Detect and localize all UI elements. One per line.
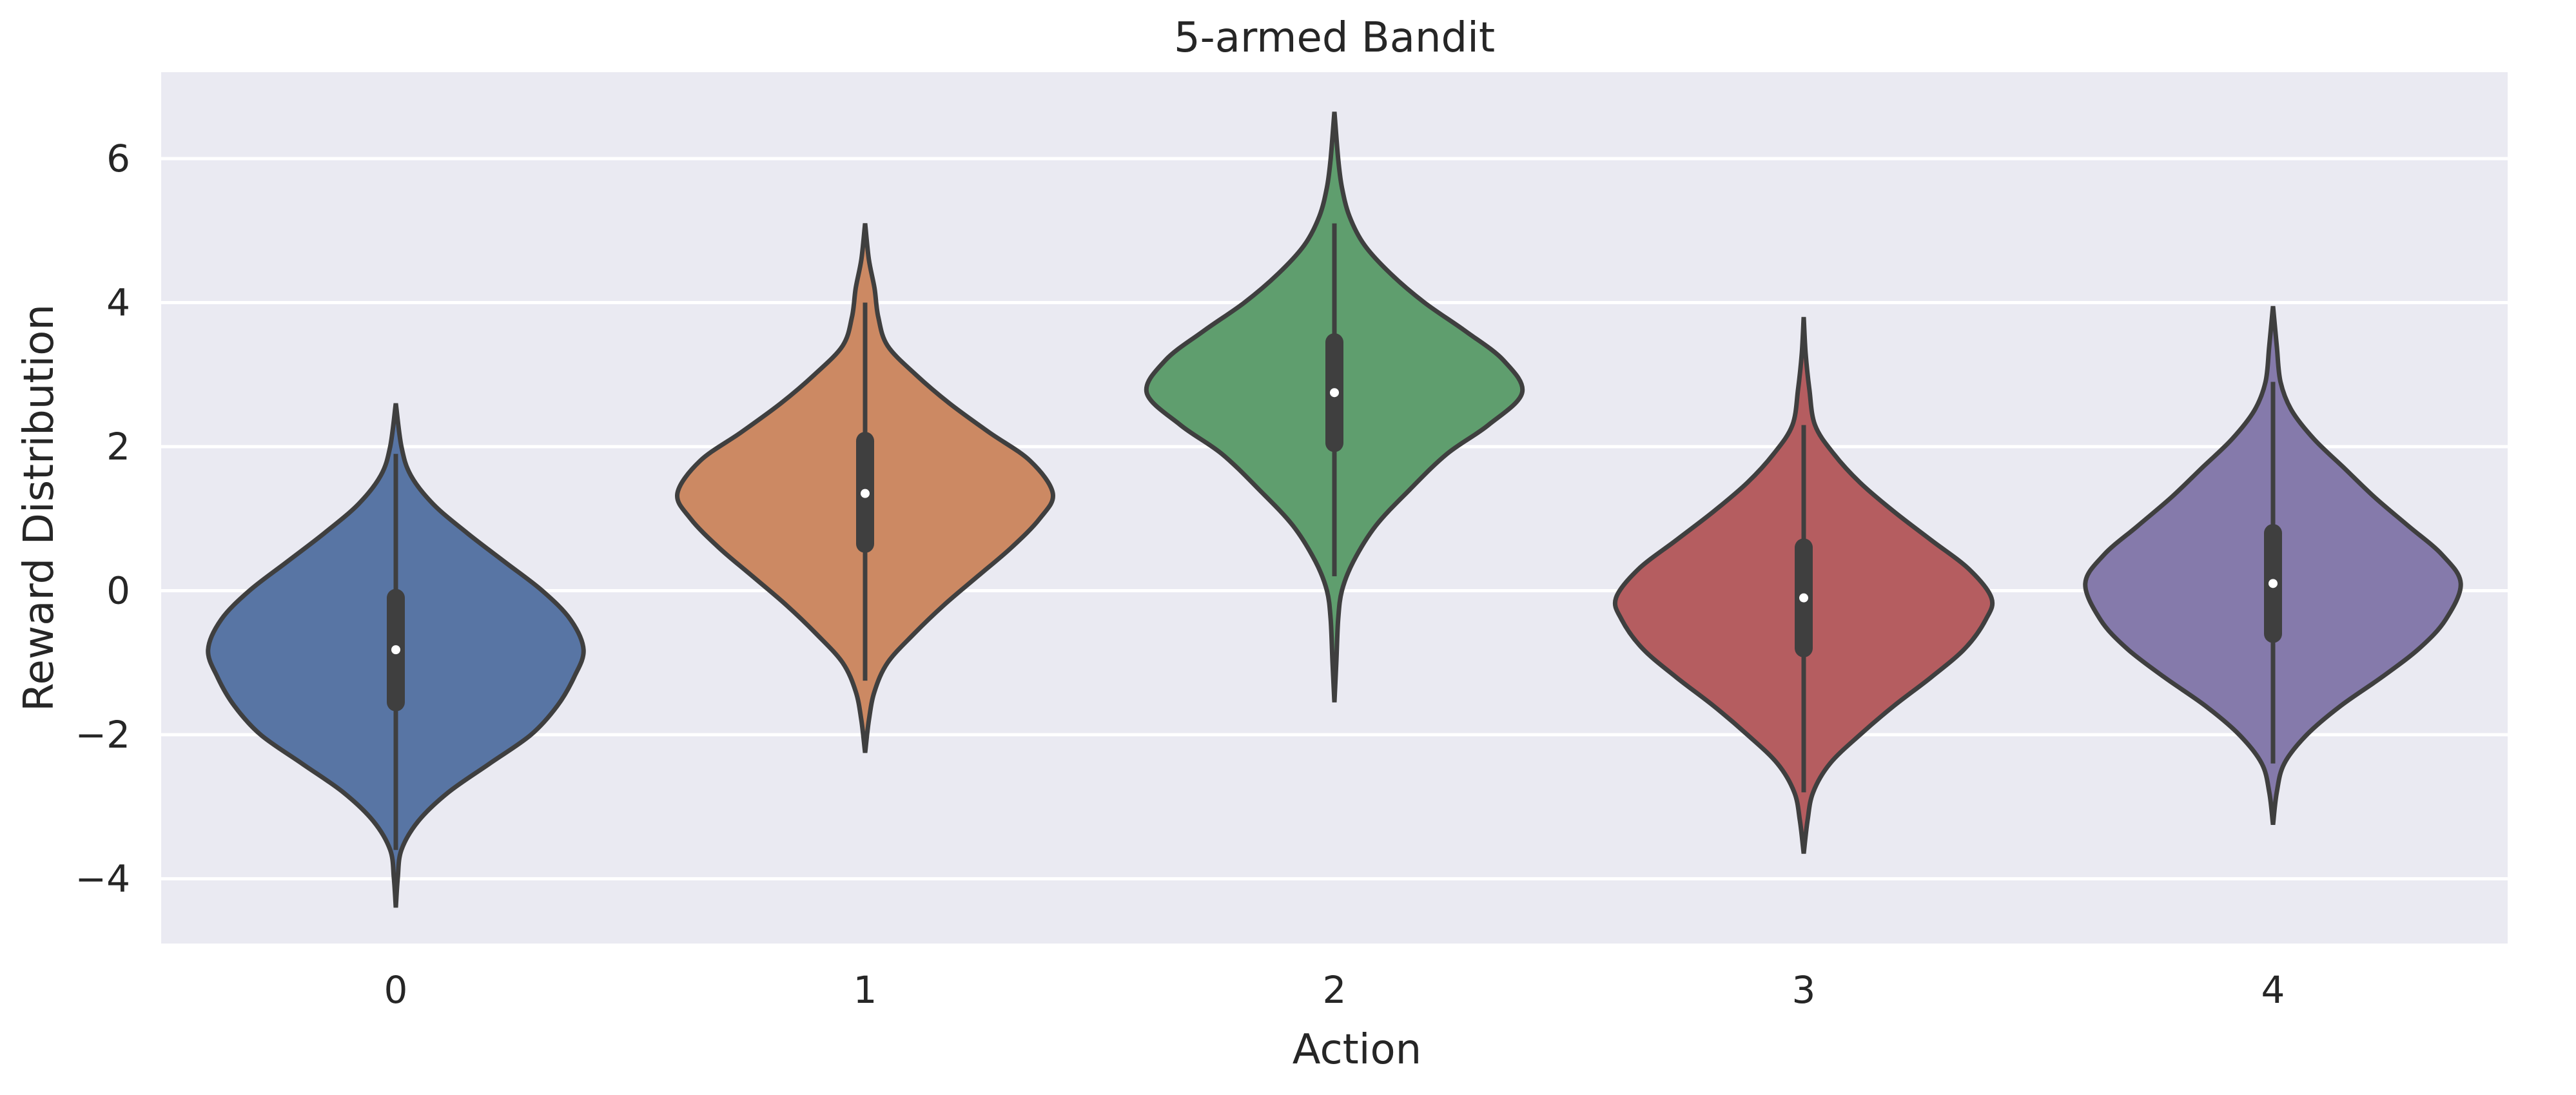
x-axis-label: Action: [1293, 1026, 1421, 1074]
x-tick-label: 3: [1792, 968, 1816, 1012]
y-tick-label: 0: [106, 568, 130, 612]
violin-median-dot: [861, 489, 870, 498]
x-tick-labels: 0 1 2 3 4: [384, 968, 2285, 1012]
chart-title: 5-armed Bandit: [1174, 14, 1495, 62]
x-tick-label: 1: [854, 968, 877, 1012]
violin-median-dot: [391, 645, 400, 655]
violin-group-3: [1612, 316, 1995, 854]
y-axis-label: Reward Distribution: [15, 304, 63, 712]
y-tick-label: 2: [106, 425, 130, 469]
violins: [206, 111, 2463, 908]
x-tick-label: 2: [1323, 968, 1347, 1012]
y-tick-label: −4: [75, 857, 131, 900]
y-tick-label: 4: [106, 281, 130, 325]
x-tick-label: 0: [384, 968, 408, 1012]
violin-median-dot: [2269, 579, 2278, 588]
violin-median-dot: [1330, 388, 1339, 398]
x-tick-label: 4: [2261, 968, 2285, 1012]
violin-group-1: [675, 223, 1055, 753]
y-tick-label: 6: [106, 137, 130, 180]
violin-median-dot: [1799, 593, 1808, 603]
violin-group-4: [2083, 305, 2463, 826]
y-tick-label: −2: [75, 713, 131, 757]
y-tick-labels: −4 −2 0 2 4 6: [75, 137, 131, 900]
violin-group-2: [1144, 111, 1525, 703]
violin-group-0: [206, 403, 586, 908]
